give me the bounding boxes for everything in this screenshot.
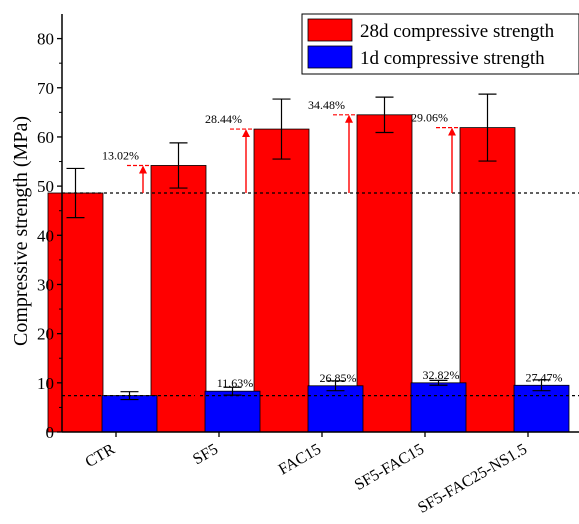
bar-28d-sf5-fac15: [356, 114, 413, 433]
increase-label-0-3: 34.48%: [308, 98, 345, 112]
bar-1d-sf5: [204, 390, 261, 433]
bar-1d-fac15: [307, 385, 364, 433]
y-tick-label-80: 80: [37, 30, 54, 49]
legend-label-0: 28d compressive strength: [360, 21, 555, 42]
y-tick-label-30: 30: [37, 275, 54, 294]
y-tick-label-10: 10: [37, 374, 54, 393]
y-tick-label-40: 40: [37, 226, 54, 245]
y-tick-label-60: 60: [37, 128, 54, 147]
y-tick-label-50: 50: [37, 177, 54, 196]
x-tick-label-sf5-fac15: SF5-FAC15: [352, 441, 427, 494]
increase-label-1-4: 27.47%: [526, 370, 563, 384]
increase-label-0-4: 29.06%: [411, 111, 448, 125]
increase-label-1-3: 32.82%: [423, 368, 460, 382]
bar-1d-sf5-fac25-ns1-5: [513, 384, 570, 433]
bar-28d-sf5: [150, 165, 207, 433]
bar-28d-ctr: [47, 192, 104, 433]
increase-label-1-1: 11.63%: [217, 376, 254, 390]
increase-label-0-1: 13.02%: [102, 148, 139, 162]
legend-swatch-0: [307, 18, 353, 42]
legend-label-1: 1d compressive strength: [360, 48, 545, 69]
x-tick-label-sf5: SF5: [190, 441, 221, 469]
bar-28d-fac15: [253, 128, 310, 433]
y-tick-label-20: 20: [37, 325, 54, 344]
legend-swatch-1: [307, 45, 353, 69]
y-axis-label: Compressive strength (MPa): [10, 116, 32, 346]
increase-label-1-2: 26.85%: [320, 371, 357, 385]
x-tick-label-fac15: FAC15: [276, 441, 324, 479]
y-tick-label-0: 0: [46, 423, 55, 442]
bar-28d-sf5-fac25-ns1-5: [459, 127, 516, 433]
x-tick-label-sf5-fac25-ns1-5: SF5-FAC25-NS1.5: [415, 441, 530, 517]
y-tick-label-70: 70: [37, 79, 54, 98]
x-tick-label-ctr: CTR: [83, 441, 119, 471]
increase-label-0-2: 28.44%: [205, 112, 242, 126]
bar-1d-ctr: [101, 395, 158, 433]
bar-1d-sf5-fac15: [410, 382, 467, 433]
